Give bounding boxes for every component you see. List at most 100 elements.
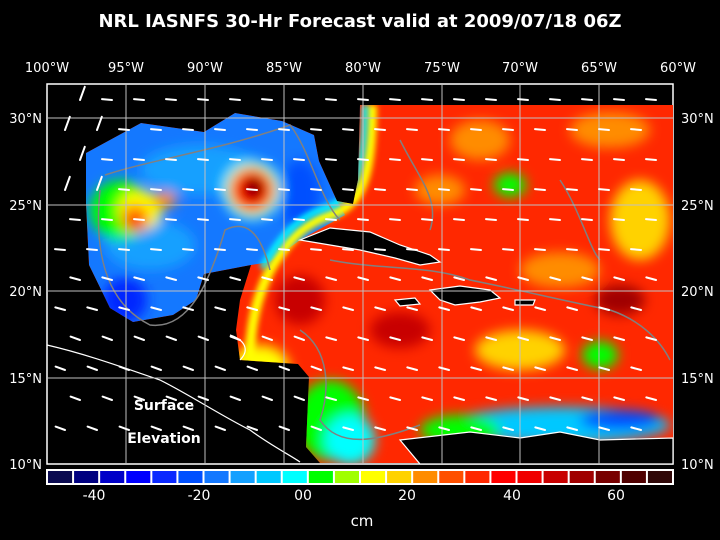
wind-vector [246, 306, 258, 311]
wind-vector [438, 188, 450, 191]
wind-vector [96, 115, 103, 131]
annotation-surface: Surface [134, 398, 194, 414]
wind-vector [438, 426, 450, 431]
wind-vector [278, 425, 290, 431]
wind-vector [278, 365, 290, 371]
wind-vector [517, 276, 529, 281]
wind-vector [261, 98, 273, 101]
wind-vector [534, 188, 546, 191]
wind-vector [374, 248, 386, 251]
wind-vector [485, 276, 497, 281]
colorbar-swatch [74, 471, 99, 483]
wind-vector [165, 98, 177, 101]
wind-vector [613, 336, 625, 341]
wind-vector [598, 128, 610, 131]
wind-vector [310, 365, 322, 371]
wind-vector [86, 248, 98, 251]
wind-vector [79, 145, 86, 161]
wind-vector [438, 248, 450, 251]
colorbar-swatch [178, 471, 203, 483]
wind-vector [293, 395, 305, 401]
colorbar-tick-label: 20 [398, 488, 416, 504]
wind-vector [406, 248, 418, 251]
wind-vector [165, 276, 177, 281]
wind-vector [470, 366, 482, 371]
wind-vector [229, 98, 241, 101]
lon-label: 100°W [25, 61, 69, 76]
wind-vector [517, 158, 529, 161]
colorbar-swatch [334, 471, 359, 483]
latitude-labels: 30°N 25°N 20°N 15°N 10°N 30°N 25°N 20°N … [9, 112, 714, 473]
wind-vector [485, 158, 497, 161]
wind-vector [421, 336, 433, 341]
wind-vector [613, 158, 625, 161]
lon-label: 65°W [581, 61, 617, 76]
wind-vector [389, 276, 401, 281]
wind-vector [453, 218, 465, 221]
wind-vector [566, 426, 578, 431]
wind-vector [502, 366, 514, 371]
annotation-elevation: Elevation [127, 431, 201, 447]
wind-vector [214, 425, 226, 431]
wind-vector [421, 158, 433, 161]
wind-vector [566, 188, 578, 191]
colorbar-tick-label: 00 [294, 488, 312, 504]
wind-vector [598, 248, 610, 251]
wind-vector [389, 98, 401, 101]
wind-vector [101, 276, 113, 281]
colorbar-swatch [465, 471, 490, 483]
wind-vectors [54, 85, 657, 431]
wind-vector [214, 365, 226, 371]
colorbar-swatch [126, 471, 151, 483]
wind-vector [150, 188, 162, 191]
wind-vector [101, 335, 113, 341]
wind-vector [118, 425, 130, 431]
wind-vector [566, 248, 578, 251]
wind-vector [325, 98, 337, 101]
wind-vector [197, 335, 209, 341]
lat-label-right: 20°N [681, 285, 714, 300]
wind-vector [182, 188, 194, 191]
colorbar-swatch [621, 471, 646, 483]
lat-label-right: 25°N [681, 199, 714, 214]
wind-vector [325, 276, 337, 281]
wind-vector [293, 276, 305, 281]
wind-vector [69, 276, 81, 281]
wind-vector [182, 306, 194, 311]
wind-vector [197, 395, 209, 401]
wind-vector [453, 98, 465, 101]
wind-vector [64, 115, 71, 131]
wind-vector [118, 128, 130, 131]
wind-vector [630, 426, 642, 431]
wind-vector [133, 158, 145, 161]
colorbar-swatch [517, 471, 542, 483]
wind-vector [229, 218, 241, 221]
wind-vector [438, 366, 450, 371]
wind-vector [261, 395, 273, 401]
wind-vector [581, 218, 593, 221]
wind-vector [581, 158, 593, 161]
wind-vector [645, 276, 657, 281]
colorbar-swatch [152, 471, 177, 483]
wind-vector [502, 306, 514, 311]
wind-vector [613, 276, 625, 281]
wind-vector [598, 366, 610, 371]
loop-current-front-inner [259, 105, 368, 270]
colorbar-swatch [647, 471, 672, 483]
wind-vector [630, 248, 642, 251]
wind-vector [165, 395, 177, 401]
jamaica-land [393, 297, 422, 307]
wind-vector [325, 218, 337, 221]
colorbar-swatch [361, 471, 386, 483]
colorbar-swatch [256, 471, 281, 483]
wind-vector [470, 426, 482, 431]
wind-vector [197, 218, 209, 221]
wind-vector [101, 395, 113, 401]
lat-label-left: 20°N [9, 285, 42, 300]
wind-vector [502, 426, 514, 431]
land-borders [46, 334, 301, 463]
wind-vector [357, 98, 369, 101]
puerto-rico-land [514, 299, 536, 306]
wind-vector [517, 336, 529, 341]
wind-vector [246, 188, 258, 191]
